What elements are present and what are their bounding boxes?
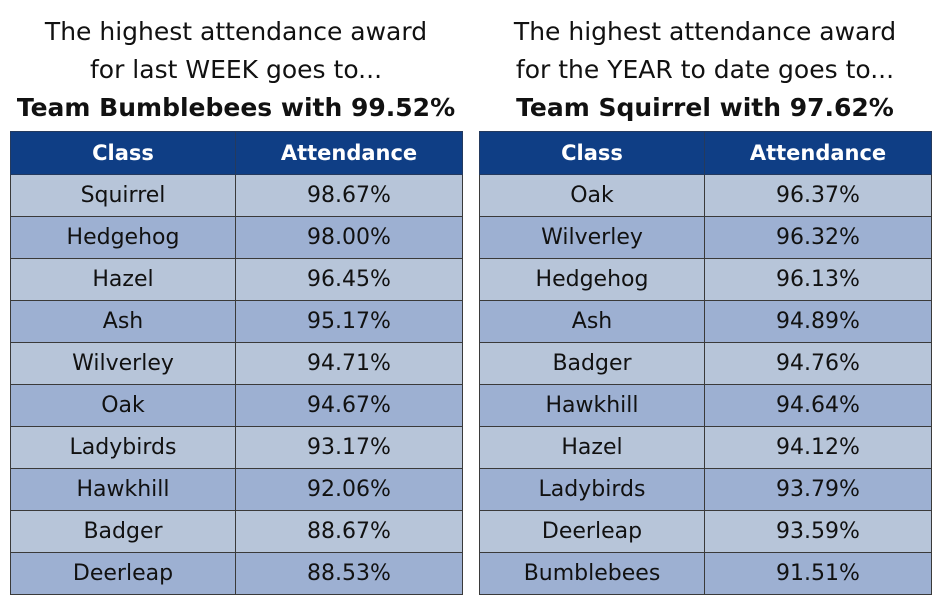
- class-cell: Deerleap: [479, 510, 705, 553]
- table-row: Ash 95.17%: [10, 300, 463, 343]
- table-row: Hedgehog 98.00%: [10, 216, 463, 259]
- attendance-cell: 94.12%: [704, 426, 932, 469]
- attendance-cell: 88.53%: [235, 552, 463, 595]
- weekly-attendance-table: Class Attendance Squirrel 98.67% Hedgeho…: [10, 131, 463, 595]
- attendance-cell: 94.64%: [704, 384, 932, 427]
- table-row: Hawkhill 92.06%: [10, 468, 463, 511]
- attendance-cell: 98.67%: [235, 174, 463, 217]
- table-row: Deerleap 88.53%: [10, 552, 463, 595]
- column-header-class: Class: [10, 131, 236, 175]
- class-cell: Hawkhill: [479, 384, 705, 427]
- class-cell: Ladybirds: [479, 468, 705, 511]
- class-cell: Hedgehog: [479, 258, 705, 301]
- attendance-cell: 92.06%: [235, 468, 463, 511]
- class-cell: Hazel: [479, 426, 705, 469]
- class-cell: Ash: [10, 300, 236, 343]
- table-row: Badger 88.67%: [10, 510, 463, 553]
- attendance-cell: 93.17%: [235, 426, 463, 469]
- class-cell: Hedgehog: [10, 216, 236, 259]
- attendance-cell: 93.79%: [704, 468, 932, 511]
- table-row: Hazel 96.45%: [10, 258, 463, 301]
- table-row: Hedgehog 96.13%: [479, 258, 932, 301]
- table-row: Squirrel 98.67%: [10, 174, 463, 217]
- attendance-cell: 98.00%: [235, 216, 463, 259]
- attendance-cell: 94.67%: [235, 384, 463, 427]
- table-row: Bumblebees 91.51%: [479, 552, 932, 595]
- yearly-heading-line2: for the YEAR to date goes to...: [515, 55, 895, 84]
- attendance-cell: 93.59%: [704, 510, 932, 553]
- table-row: Wilverley 94.71%: [10, 342, 463, 385]
- column-header-attendance: Attendance: [704, 131, 932, 175]
- attendance-cell: 91.51%: [704, 552, 932, 595]
- class-cell: Deerleap: [10, 552, 236, 595]
- attendance-cell: 94.89%: [704, 300, 932, 343]
- table-header-row: Class Attendance: [10, 131, 463, 175]
- class-cell: Badger: [479, 342, 705, 385]
- table-row: Ladybirds 93.17%: [10, 426, 463, 469]
- attendance-cell: 94.76%: [704, 342, 932, 385]
- weekly-heading-line1: The highest attendance award: [44, 17, 428, 46]
- table-row: Deerleap 93.59%: [479, 510, 932, 553]
- table-row: Badger 94.76%: [479, 342, 932, 385]
- class-cell: Hazel: [10, 258, 236, 301]
- table-row: Ash 94.89%: [479, 300, 932, 343]
- attendance-cell: 96.37%: [704, 174, 932, 217]
- class-cell: Squirrel: [10, 174, 236, 217]
- class-cell: Hawkhill: [10, 468, 236, 511]
- table-row: Oak 96.37%: [479, 174, 932, 217]
- table-header-row: Class Attendance: [479, 131, 932, 175]
- yearly-winner: Team Squirrel with 97.62%: [516, 93, 894, 122]
- class-cell: Wilverley: [479, 216, 705, 259]
- class-cell: Badger: [10, 510, 236, 553]
- attendance-cell: 96.32%: [704, 216, 932, 259]
- yearly-heading-line1: The highest attendance award: [513, 17, 897, 46]
- attendance-cell: 95.17%: [235, 300, 463, 343]
- column-header-class: Class: [479, 131, 705, 175]
- yearly-award-panel: The highest attendance award for the YEA…: [479, 0, 932, 595]
- class-cell: Wilverley: [10, 342, 236, 385]
- attendance-cell: 94.71%: [235, 342, 463, 385]
- table-row: Ladybirds 93.79%: [479, 468, 932, 511]
- attendance-cell: 88.67%: [235, 510, 463, 553]
- weekly-heading-line2: for last WEEK goes to...: [89, 55, 383, 84]
- table-row: Hazel 94.12%: [479, 426, 932, 469]
- table-row: Wilverley 96.32%: [479, 216, 932, 259]
- yearly-attendance-table: Class Attendance Oak 96.37% Wilverley 96…: [479, 131, 932, 595]
- table-row: Oak 94.67%: [10, 384, 463, 427]
- class-cell: Ladybirds: [10, 426, 236, 469]
- attendance-cell: 96.13%: [704, 258, 932, 301]
- class-cell: Bumblebees: [479, 552, 705, 595]
- yearly-award-heading: The highest attendance award for the YEA…: [479, 0, 931, 130]
- class-cell: Oak: [10, 384, 236, 427]
- weekly-winner: Team Bumblebees with 99.52%: [16, 93, 456, 122]
- table-row: Hawkhill 94.64%: [479, 384, 932, 427]
- column-header-attendance: Attendance: [235, 131, 463, 175]
- weekly-award-heading: The highest attendance award for last WE…: [10, 0, 462, 130]
- class-cell: Ash: [479, 300, 705, 343]
- attendance-cell: 96.45%: [235, 258, 463, 301]
- class-cell: Oak: [479, 174, 705, 217]
- weekly-award-panel: The highest attendance award for last WE…: [10, 0, 463, 595]
